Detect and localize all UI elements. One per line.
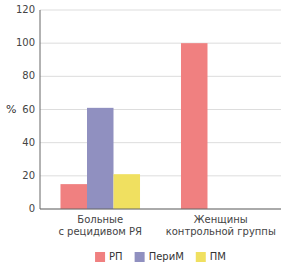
- y-tick-label: 40: [22, 137, 35, 148]
- grid-line: [40, 76, 281, 77]
- legend-item: ПМ: [196, 251, 226, 262]
- y-tick-label: 80: [22, 70, 35, 81]
- bars: [60, 43, 207, 209]
- legend-swatch: [196, 252, 206, 262]
- bar: [60, 184, 87, 209]
- y-axis-label: %: [6, 103, 16, 116]
- legend-item: РП: [95, 251, 123, 262]
- x-tick-label-line: с рецидивом РЯ: [58, 226, 142, 237]
- legend-swatch: [135, 252, 145, 262]
- x-tick-label: Женщиныконтрольной группы: [166, 214, 276, 237]
- legend-label: РП: [109, 251, 123, 262]
- x-tick-label-line: Женщины: [194, 214, 248, 225]
- legend-item: ПериМ: [135, 251, 184, 262]
- x-tick-label-line: контрольной группы: [166, 226, 276, 237]
- bar: [181, 43, 208, 209]
- x-axis-line: [40, 209, 281, 210]
- grid-line: [40, 43, 281, 44]
- chart: 0 20 40 60 80 100 120% Больныес рецидивом РЯ Жен…: [0, 0, 289, 271]
- bar: [87, 108, 114, 209]
- y-tick-label: 120: [16, 4, 35, 15]
- y-tick-label: 0: [29, 203, 35, 214]
- legend: РП ПериМ ПМ: [95, 251, 226, 262]
- y-tick-label: 100: [16, 37, 35, 48]
- x-tick-label-line: Больные: [77, 214, 123, 225]
- grid-line: [40, 175, 281, 176]
- x-tick-label: Больныес рецидивом РЯ: [58, 214, 142, 237]
- grid-line: [40, 109, 281, 110]
- y-tick-label: 60: [22, 104, 35, 115]
- y-tick-label: 20: [22, 170, 35, 181]
- legend-swatch: [95, 252, 105, 262]
- y-axis-line: [40, 10, 41, 209]
- legend-label: ПМ: [210, 251, 226, 262]
- grid-line: [40, 142, 281, 143]
- bar: [114, 174, 141, 209]
- legend-label: ПериМ: [149, 251, 184, 262]
- grid-line: [40, 10, 281, 11]
- grid-line: [40, 209, 281, 210]
